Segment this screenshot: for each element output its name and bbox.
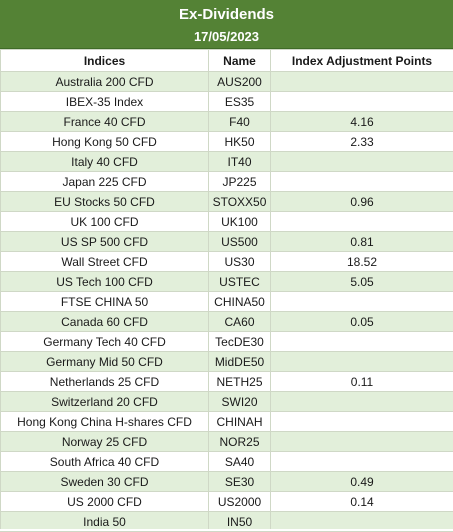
sheet-date: 17/05/2023 (0, 28, 453, 46)
cell-index[interactable]: Sweden 30 CFD (1, 472, 209, 492)
cell-name[interactable]: US2000 (209, 492, 271, 512)
cell-points[interactable] (271, 172, 453, 192)
header-row: Indices Name Index Adjustment Points (1, 50, 453, 72)
cell-name[interactable]: AUS200 (209, 72, 271, 92)
cell-index[interactable]: UK 100 CFD (1, 212, 209, 232)
cell-points[interactable] (271, 392, 453, 412)
cell-index[interactable]: Italy 40 CFD (1, 152, 209, 172)
sheet-title: Ex-Dividends (0, 0, 453, 28)
cell-index[interactable]: Norway 25 CFD (1, 432, 209, 452)
cell-points[interactable] (271, 92, 453, 112)
cell-points[interactable] (271, 432, 453, 452)
cell-name[interactable]: USTEC (209, 272, 271, 292)
cell-index[interactable]: Canada 60 CFD (1, 312, 209, 332)
cell-index[interactable]: Hong Kong 50 CFD (1, 132, 209, 152)
cell-points[interactable] (271, 412, 453, 432)
cell-points[interactable]: 2.33 (271, 132, 453, 152)
cell-index[interactable]: EU Stocks 50 CFD (1, 192, 209, 212)
column-header-name[interactable]: Name (209, 50, 271, 72)
sheet-header: Ex-Dividends 17/05/2023 (0, 0, 453, 49)
cell-name[interactable]: SA40 (209, 452, 271, 472)
cell-name[interactable]: NOR25 (209, 432, 271, 452)
cell-index[interactable]: Wall Street CFD (1, 252, 209, 272)
cell-index[interactable]: Germany Tech 40 CFD (1, 332, 209, 352)
column-header-points[interactable]: Index Adjustment Points (271, 50, 453, 72)
cell-points[interactable] (271, 292, 453, 312)
cell-name[interactable]: STOXX50 (209, 192, 271, 212)
cell-points[interactable]: 4.16 (271, 112, 453, 132)
cell-name[interactable]: MidDE50 (209, 352, 271, 372)
cell-index[interactable]: Netherlands 25 CFD (1, 372, 209, 392)
cell-index[interactable]: Switzerland 20 CFD (1, 392, 209, 412)
cell-name[interactable]: IT40 (209, 152, 271, 172)
cell-name[interactable]: UK100 (209, 212, 271, 232)
cell-index[interactable]: Germany Mid 50 CFD (1, 352, 209, 372)
cell-index[interactable]: France 40 CFD (1, 112, 209, 132)
cell-points[interactable]: 0.05 (271, 312, 453, 332)
cell-points[interactable] (271, 72, 453, 92)
cell-points[interactable]: 0.11 (271, 372, 453, 392)
cell-points[interactable] (271, 452, 453, 472)
cell-name[interactable]: US500 (209, 232, 271, 252)
cell-name[interactable]: ES35 (209, 92, 271, 112)
cell-points[interactable]: 0.49 (271, 472, 453, 492)
column-header-indices[interactable]: Indices (1, 50, 209, 72)
cell-points[interactable]: 18.52 (271, 252, 453, 272)
cell-points[interactable]: 0.81 (271, 232, 453, 252)
cell-points[interactable]: 0.96 (271, 192, 453, 212)
cell-points[interactable]: 0.14 (271, 492, 453, 512)
cell-index[interactable]: FTSE CHINA 50 (1, 292, 209, 312)
cell-name[interactable]: NETH25 (209, 372, 271, 392)
cell-index[interactable]: Australia 200 CFD (1, 72, 209, 92)
cell-index[interactable]: South Africa 40 CFD (1, 452, 209, 472)
cell-points[interactable] (271, 212, 453, 232)
cell-index[interactable]: US 2000 CFD (1, 492, 209, 512)
cell-name[interactable]: CHINAH (209, 412, 271, 432)
dividends-table: Indices Name Index Adjustment Points Aus… (0, 49, 453, 532)
cell-name[interactable]: CA60 (209, 312, 271, 332)
cell-name[interactable]: SWI20 (209, 392, 271, 412)
cell-points[interactable] (271, 352, 453, 372)
cell-name[interactable]: SE30 (209, 472, 271, 492)
cell-points[interactable] (271, 152, 453, 172)
cell-name[interactable]: F40 (209, 112, 271, 132)
cell-name[interactable]: TecDE30 (209, 332, 271, 352)
cell-index[interactable]: Hong Kong China H-shares CFD (1, 412, 209, 432)
cell-name[interactable]: CHINA50 (209, 292, 271, 312)
cell-points[interactable]: 5.05 (271, 272, 453, 292)
cell-index[interactable]: Japan 225 CFD (1, 172, 209, 192)
cell-points[interactable] (271, 332, 453, 352)
cell-index[interactable]: US Tech 100 CFD (1, 272, 209, 292)
cell-index[interactable]: IBEX-35 Index (1, 92, 209, 112)
cell-name[interactable]: US30 (209, 252, 271, 272)
cell-name[interactable]: JP225 (209, 172, 271, 192)
cell-name[interactable]: HK50 (209, 132, 271, 152)
cell-index[interactable]: US SP 500 CFD (1, 232, 209, 252)
